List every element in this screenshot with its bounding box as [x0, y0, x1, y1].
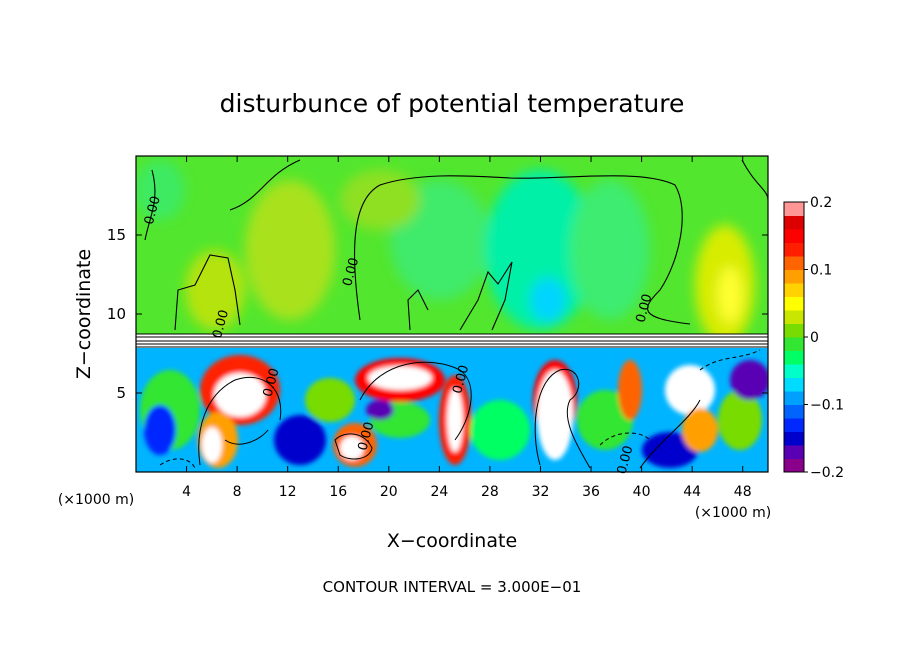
x-tick-label: 28 [481, 484, 499, 500]
contour-value-label: 0.00 [450, 364, 472, 396]
x-tick-label: 24 [430, 484, 448, 500]
colorbar-tick-label: 0.1 [810, 263, 832, 279]
colorbar-swatch [784, 256, 804, 270]
colorbar-swatch [784, 323, 804, 338]
contour-value-label: 0.00 [615, 444, 637, 476]
contour-value-label: 0.00 [355, 420, 377, 452]
colorbar-tick-label: 0.2 [810, 195, 832, 211]
contour-value-label: 0.00 [210, 308, 232, 340]
x-tick-label: 40 [633, 484, 651, 500]
x-tick-label: 36 [582, 484, 600, 500]
colorbar-swatch [784, 202, 804, 216]
lower-contours [159, 349, 761, 469]
heatmap-field [136, 156, 768, 472]
colorbar-swatch [784, 310, 804, 324]
x-tick-label: 4 [182, 484, 191, 500]
x-axis-label: X−coordinate [387, 530, 517, 552]
colorbar-swatch [784, 377, 804, 392]
colorbar-swatch [784, 242, 804, 257]
x-tick-label: 16 [329, 484, 347, 500]
x-axis-unit-right: (×1000 m) [695, 505, 771, 521]
transition-contours [136, 333, 768, 348]
zero-contours [144, 159, 768, 331]
colorbar-swatch [784, 445, 804, 459]
x-axis-ticks: 4 8 12 16 20 24 28 32 36 40 44 48 [182, 156, 752, 500]
y-axis-label: Z−coordinate [73, 249, 95, 379]
y-axis-ticks: 5 10 15 [107, 226, 768, 402]
x-tick-label: 32 [532, 484, 550, 500]
colorbar-tick-label: −0.2 [810, 465, 844, 481]
colorbar-swatch [784, 269, 804, 284]
contour-value-label: 0.00 [142, 194, 164, 226]
x-tick-label: 20 [380, 484, 398, 500]
colorbar-swatch [784, 418, 804, 432]
contour-labels: 0.00 0.00 0.00 0.00 0.00 0.00 0.00 0.00 [142, 194, 656, 475]
colorbar-swatch [784, 431, 804, 446]
x-tick-label: 12 [279, 484, 297, 500]
lower-anomalies [140, 355, 768, 468]
x-axis-unit-left: (×1000 m) [58, 492, 134, 508]
colorbar-swatch [784, 229, 804, 243]
contour-interval-note: CONTOUR INTERVAL = 3.000E−01 [323, 578, 582, 596]
colorbar-swatch [784, 458, 804, 473]
colorbar [783, 201, 805, 473]
x-tick-label: 48 [734, 484, 752, 500]
y-tick-label: 10 [107, 305, 126, 323]
x-tick-label: 8 [233, 484, 242, 500]
colorbar-swatch [784, 296, 804, 311]
colorbar-tick-label: −0.1 [810, 398, 844, 414]
contour-value-label: 0.00 [261, 367, 283, 399]
colorbar-ticks: 0.2 0.1 0 −0.1 −0.2 [804, 195, 844, 481]
colorbar-swatch [784, 391, 804, 405]
y-tick-label: 15 [107, 226, 126, 244]
contour-value-label: 0.00 [634, 292, 656, 324]
upper-anomalies [136, 160, 755, 345]
chart-title: disturbunce of potential temperature [220, 89, 685, 118]
contour-value-label: 0.00 [340, 256, 362, 288]
y-tick-label: 5 [116, 384, 126, 402]
x-tick-label: 44 [683, 484, 701, 500]
colorbar-swatch [784, 404, 804, 419]
colorbar-tick-label: 0 [810, 330, 819, 346]
colorbar-swatch [784, 283, 804, 297]
colorbar-swatch [784, 364, 804, 378]
colorbar-swatch [784, 337, 804, 351]
colorbar-swatch [784, 350, 804, 365]
colorbar-swatch [784, 215, 804, 230]
